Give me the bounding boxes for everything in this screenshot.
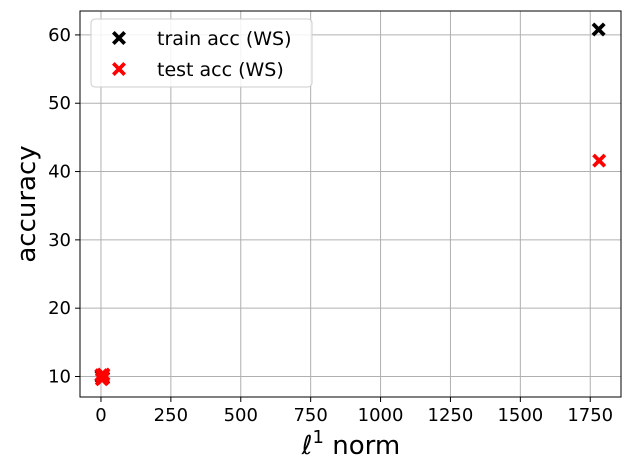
data-points bbox=[94, 22, 607, 387]
series-test bbox=[94, 153, 607, 387]
x-axis-label-symbol: ℓ bbox=[301, 431, 313, 461]
data-point bbox=[96, 367, 111, 382]
x-tick-label: 1500 bbox=[497, 405, 543, 426]
data-point bbox=[591, 22, 606, 37]
legend-marker bbox=[112, 31, 126, 45]
legend-box bbox=[90, 18, 313, 88]
x-tick-label: 1000 bbox=[358, 405, 404, 426]
x-axis-ticks: 0 250 500 750 1000 1250 1500 1750 bbox=[95, 397, 613, 426]
y-tick-label: 10 bbox=[48, 367, 71, 388]
x-axis-label-word: norm bbox=[332, 431, 400, 461]
legend-marker bbox=[112, 62, 126, 76]
data-point bbox=[592, 153, 607, 168]
x-tick-label: 0 bbox=[95, 405, 106, 426]
x-tick-label: 1750 bbox=[567, 405, 613, 426]
y-tick-label: 30 bbox=[48, 230, 71, 251]
x-tick-label: 750 bbox=[293, 405, 327, 426]
x-tick-label: 500 bbox=[224, 405, 258, 426]
y-tick-label: 40 bbox=[48, 162, 71, 183]
y-tick-label: 50 bbox=[48, 93, 71, 114]
x-tick-label: 250 bbox=[154, 405, 188, 426]
x-tick-label: 1250 bbox=[428, 405, 474, 426]
legend-label: test acc (WS) bbox=[157, 59, 284, 81]
x-axis-label-text bbox=[324, 431, 332, 461]
x-axis-label-superscript: 1 bbox=[313, 427, 324, 448]
y-axis-label: accuracy bbox=[12, 145, 42, 262]
grid-lines bbox=[80, 11, 621, 397]
legend-label: train acc (WS) bbox=[157, 28, 292, 50]
y-axis-ticks: 10 20 30 40 50 60 bbox=[48, 25, 80, 388]
legend: train acc (WS) test acc (WS) bbox=[90, 18, 313, 88]
y-tick-label: 20 bbox=[48, 298, 71, 319]
x-axis-label: ℓ1 norm bbox=[301, 427, 400, 461]
y-tick-label: 60 bbox=[48, 25, 71, 46]
plot-frame bbox=[79, 10, 622, 398]
